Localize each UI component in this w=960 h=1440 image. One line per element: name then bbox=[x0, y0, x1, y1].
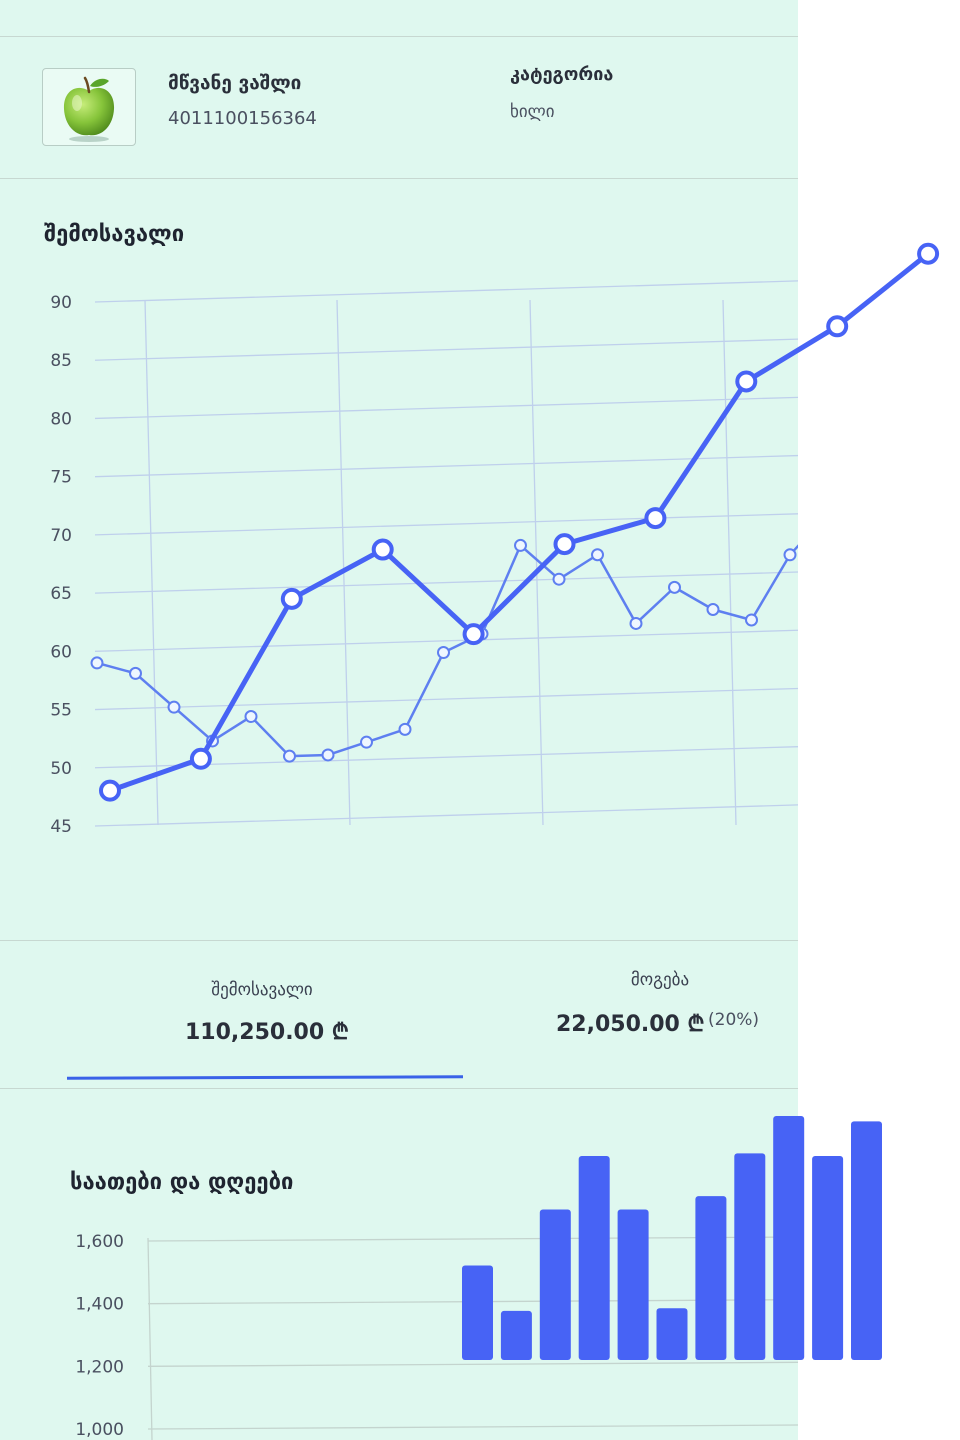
gridline-horizontal bbox=[94, 746, 798, 769]
gridline-horizontal bbox=[94, 338, 798, 361]
profit-stat-value: 22,050.00 ₾ bbox=[556, 1012, 705, 1037]
secondary-series-point[interactable] bbox=[360, 735, 373, 749]
gridline-horizontal bbox=[94, 629, 798, 652]
gridline-horizontal bbox=[94, 513, 798, 536]
gridline-horizontal bbox=[94, 396, 798, 420]
gridline-vertical bbox=[722, 299, 737, 826]
gridline-horizontal bbox=[94, 804, 798, 827]
bar[interactable] bbox=[500, 1310, 532, 1360]
divider bbox=[0, 36, 798, 37]
product-name: მწვანე ვაშლი bbox=[168, 72, 302, 94]
primary-series-point[interactable] bbox=[462, 623, 485, 646]
y-axis-tick-label: 65 bbox=[50, 584, 72, 604]
secondary-series-point[interactable] bbox=[244, 710, 258, 724]
y-axis-tick-label: 1,400 bbox=[75, 1295, 124, 1315]
secondary-series-point[interactable] bbox=[437, 646, 450, 660]
bar[interactable] bbox=[734, 1153, 766, 1360]
bar[interactable] bbox=[695, 1196, 727, 1360]
revenue-line-chart: 90 85 80 75 70 65 60 55 50 45 bbox=[50, 242, 940, 837]
secondary-series-point[interactable] bbox=[745, 613, 758, 627]
secondary-series-point[interactable] bbox=[552, 572, 566, 586]
primary-series-point[interactable] bbox=[280, 587, 303, 610]
bar[interactable] bbox=[773, 1116, 805, 1360]
hours-section-title: საათები და დღეები bbox=[70, 1170, 294, 1195]
gridline-horizontal bbox=[147, 1424, 798, 1430]
bar[interactable] bbox=[462, 1265, 493, 1360]
secondary-series-point[interactable] bbox=[514, 538, 527, 552]
gridline-horizontal bbox=[147, 1236, 798, 1242]
y-axis-tick-label: 1,000 bbox=[75, 1420, 124, 1440]
y-axis-tick-label: 1,200 bbox=[75, 1357, 124, 1377]
hours-bar-chart: 1,600 1,400 1,200 1,000 bbox=[75, 1116, 882, 1440]
primary-series-point[interactable] bbox=[644, 507, 667, 530]
category-value: ხილი bbox=[510, 102, 555, 122]
y-axis-tick-label: 55 bbox=[50, 701, 72, 721]
gridline-horizontal bbox=[94, 280, 798, 303]
revenue-stat-value: 110,250.00 ₾ bbox=[185, 1020, 349, 1045]
y-axis-tick-label: 1,600 bbox=[75, 1232, 124, 1252]
bar[interactable] bbox=[578, 1156, 610, 1360]
gridline-horizontal bbox=[94, 687, 798, 711]
primary-series-point[interactable] bbox=[371, 538, 394, 561]
product-panel: მწვანე ვაშლი 4011100156364 კატეგორია ხილ… bbox=[0, 0, 798, 1440]
y-axis-tick-label: 60 bbox=[50, 642, 72, 662]
bar[interactable] bbox=[656, 1308, 688, 1360]
primary-series-point[interactable] bbox=[917, 242, 940, 265]
secondary-series-point[interactable] bbox=[90, 656, 104, 670]
secondary-series-point[interactable] bbox=[283, 749, 296, 763]
secondary-series-point[interactable] bbox=[591, 548, 604, 562]
y-axis-tick-label: 90 bbox=[50, 293, 72, 313]
y-axis-tick-label: 75 bbox=[50, 468, 72, 488]
primary-series-line bbox=[107, 251, 931, 794]
revenue-section-title: შემოსავალი bbox=[44, 222, 185, 247]
divider bbox=[0, 940, 798, 941]
gridline-horizontal bbox=[94, 571, 798, 594]
secondary-series-point[interactable] bbox=[706, 603, 720, 617]
secondary-series-point[interactable] bbox=[129, 666, 142, 680]
category-label: კატეგორია bbox=[510, 64, 614, 85]
secondary-series-point[interactable] bbox=[783, 548, 797, 562]
primary-series-point[interactable] bbox=[189, 747, 212, 770]
product-barcode: 4011100156364 bbox=[168, 108, 317, 129]
y-axis-tick-label: 70 bbox=[50, 526, 72, 546]
y-axis-tick-label: 85 bbox=[50, 351, 72, 371]
profit-stat-label: მოგება bbox=[630, 970, 690, 990]
secondary-series-point[interactable] bbox=[629, 616, 643, 630]
gridline-vertical bbox=[336, 299, 351, 826]
primary-series-point[interactable] bbox=[826, 315, 849, 338]
divider bbox=[0, 178, 798, 179]
gridline-vertical bbox=[529, 299, 544, 826]
profit-percentage: (20%) bbox=[708, 1010, 760, 1030]
y-axis-tick-label: 45 bbox=[50, 817, 72, 837]
revenue-stat-label: შემოსავალი bbox=[211, 980, 313, 1000]
bar[interactable] bbox=[812, 1156, 844, 1360]
secondary-series-point[interactable] bbox=[823, 507, 834, 518]
secondary-series-point[interactable] bbox=[668, 580, 681, 594]
primary-series-point[interactable] bbox=[735, 370, 758, 393]
product-thumbnail[interactable] bbox=[42, 68, 136, 146]
bar[interactable] bbox=[539, 1209, 571, 1360]
line-chart-grid bbox=[94, 280, 798, 827]
y-axis-line bbox=[147, 1237, 153, 1440]
primary-series-point[interactable] bbox=[553, 533, 576, 556]
divider bbox=[0, 1088, 798, 1089]
secondary-series-point[interactable] bbox=[167, 700, 181, 714]
bar[interactable] bbox=[617, 1209, 649, 1360]
secondary-series-line bbox=[96, 544, 798, 758]
primary-series-point[interactable] bbox=[99, 779, 121, 802]
gridline-horizontal bbox=[94, 454, 798, 478]
gridline-horizontal bbox=[147, 1361, 798, 1367]
gridline-vertical bbox=[144, 299, 159, 826]
secondary-series-point[interactable] bbox=[321, 748, 335, 762]
y-axis-tick-label: 80 bbox=[50, 409, 72, 429]
bar[interactable] bbox=[851, 1121, 882, 1360]
green-apple-icon bbox=[63, 76, 115, 142]
secondary-series-point[interactable] bbox=[398, 722, 412, 736]
y-axis-tick-label: 50 bbox=[50, 759, 72, 779]
